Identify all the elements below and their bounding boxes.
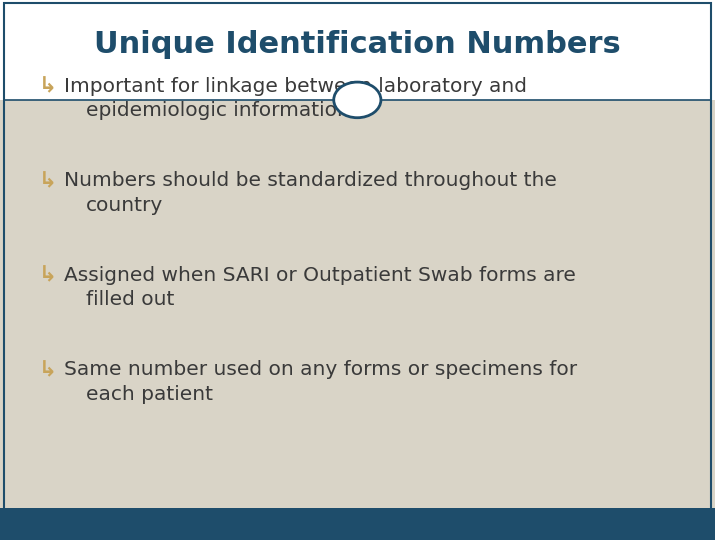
Text: epidemiologic information: epidemiologic information bbox=[86, 101, 350, 120]
FancyBboxPatch shape bbox=[0, 0, 715, 100]
Text: filled out: filled out bbox=[86, 290, 174, 309]
Text: Numbers should be standardized throughout the: Numbers should be standardized throughou… bbox=[64, 171, 557, 191]
Text: Important for linkage between laboratory and: Important for linkage between laboratory… bbox=[64, 77, 527, 96]
FancyBboxPatch shape bbox=[0, 508, 715, 540]
Text: Same number used on any forms or specimens for: Same number used on any forms or specime… bbox=[64, 360, 577, 380]
Text: Unique Identification Numbers: Unique Identification Numbers bbox=[94, 30, 621, 59]
Circle shape bbox=[334, 82, 381, 118]
Text: ↳: ↳ bbox=[40, 76, 58, 97]
Text: ↳: ↳ bbox=[40, 171, 58, 191]
FancyBboxPatch shape bbox=[0, 100, 715, 508]
Text: ↳: ↳ bbox=[40, 265, 58, 286]
Text: each patient: each patient bbox=[86, 384, 212, 404]
Text: ↳: ↳ bbox=[40, 360, 58, 380]
Text: country: country bbox=[86, 195, 163, 215]
Text: Assigned when SARI or Outpatient Swab forms are: Assigned when SARI or Outpatient Swab fo… bbox=[64, 266, 576, 285]
